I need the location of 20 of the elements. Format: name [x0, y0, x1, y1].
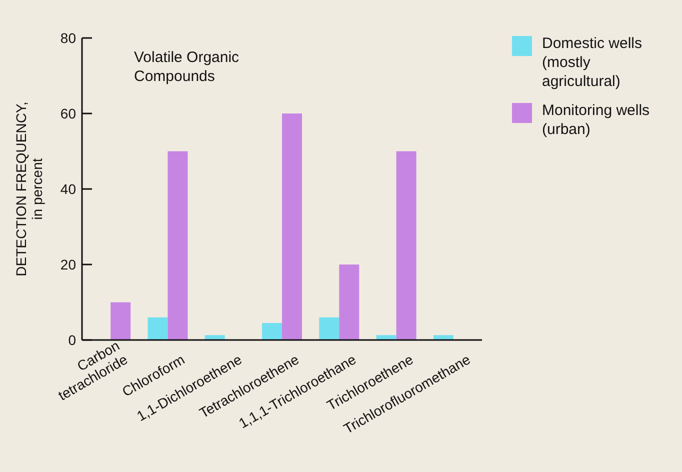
y-tick-label: 0	[68, 332, 76, 348]
annotation: Volatile Organic Compounds	[134, 48, 240, 86]
bar	[148, 317, 168, 340]
y-tick-label: 20	[60, 256, 76, 272]
bar	[433, 335, 454, 340]
bar	[204, 335, 225, 340]
bar	[110, 302, 131, 340]
y-axis-title: DETECTION FREQUENCY, in percent	[13, 102, 45, 276]
bar	[262, 323, 282, 340]
y-tick-label: 60	[60, 105, 76, 122]
bar	[376, 335, 396, 340]
bar	[282, 114, 302, 340]
y-tick-label: 80	[60, 30, 76, 46]
legend-label: Domestic wells (mostly agricultural)	[542, 34, 644, 91]
bar	[339, 264, 360, 340]
bar	[396, 151, 416, 340]
y-tick-label: 40	[60, 180, 76, 197]
bar	[168, 151, 188, 340]
bar	[319, 317, 340, 340]
legend-label: Monitoring wells (urban)	[542, 101, 651, 139]
